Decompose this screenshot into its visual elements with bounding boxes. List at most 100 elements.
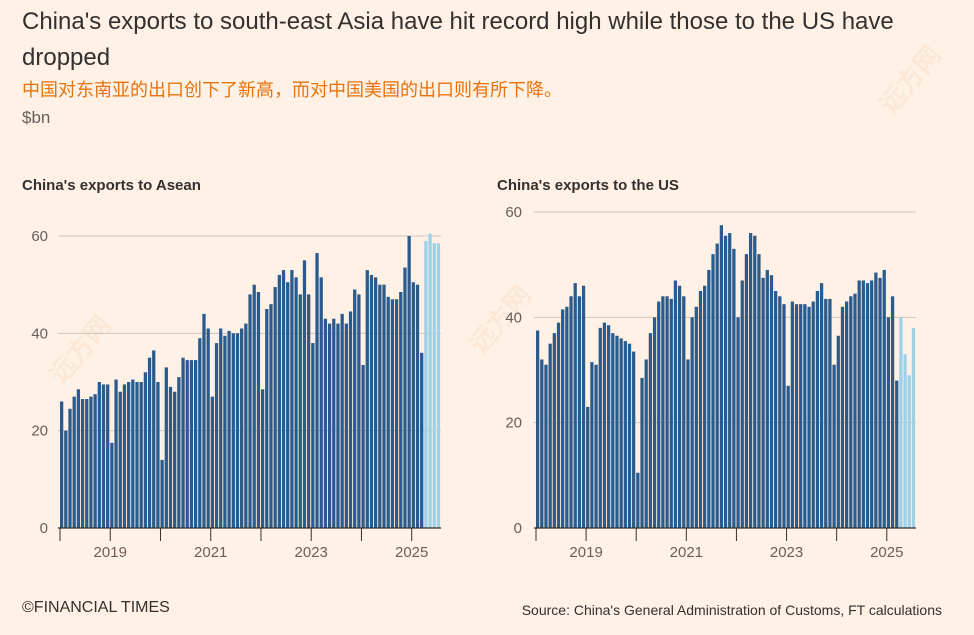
bar: [677, 285, 682, 528]
bar: [311, 343, 315, 528]
bar: [286, 282, 290, 528]
bar: [399, 291, 403, 528]
bar: [143, 372, 148, 528]
bar: [277, 274, 281, 528]
bar: [436, 243, 441, 529]
bar: [778, 296, 782, 528]
bar: [177, 377, 181, 528]
bar: [106, 384, 110, 528]
bar: [590, 362, 594, 528]
bar: [815, 291, 820, 528]
bar: [761, 277, 765, 528]
bar: [147, 357, 152, 528]
bar: [832, 364, 836, 528]
bar: [911, 327, 916, 528]
bar: [382, 284, 386, 528]
bar: [336, 323, 340, 528]
bar: [619, 338, 623, 528]
bar: [135, 382, 139, 528]
bar: [698, 291, 703, 528]
bar: [273, 287, 277, 528]
bar: [807, 306, 811, 528]
bar: [244, 323, 248, 528]
bar: [907, 375, 911, 528]
bar: [719, 225, 723, 529]
bar: [265, 309, 269, 528]
panel-title-asean: China's exports to Asean: [22, 177, 201, 194]
x-tick-label: 2025: [870, 544, 903, 561]
bar: [548, 343, 552, 528]
bar: [870, 280, 874, 528]
bar: [769, 275, 774, 528]
bar: [93, 394, 97, 528]
bar: [307, 294, 311, 528]
bar: [319, 277, 323, 528]
x-tick-label: 2019: [94, 544, 127, 561]
bar: [661, 296, 665, 528]
bar: [611, 333, 615, 528]
chinese-subtitle: 中国对东南亚的出口创下了新高，而对中国美国的出口则有所下降。: [22, 80, 562, 101]
bar: [394, 299, 399, 528]
bar: [790, 301, 794, 528]
bar: [865, 283, 870, 528]
bar: [428, 233, 432, 528]
bar: [407, 236, 411, 528]
bar: [219, 328, 223, 528]
bar: [386, 296, 390, 528]
bar: [126, 382, 131, 528]
bar: [799, 304, 803, 528]
bar: [72, 396, 76, 528]
bar: [874, 272, 878, 528]
bar: [895, 380, 899, 528]
bar: [686, 359, 690, 528]
bar: [615, 335, 619, 528]
bar: [114, 379, 118, 528]
chart-title: China's exports to south-east Asia have …: [22, 8, 894, 71]
bar: [302, 260, 307, 528]
bar: [198, 338, 202, 528]
bar: [173, 391, 177, 528]
bar: [594, 364, 598, 528]
bar: [840, 306, 845, 528]
bar: [652, 317, 657, 528]
bar: [861, 280, 865, 528]
bar: [139, 382, 143, 528]
chart-asean: 0 20 40 60 2019 2021 2023 2025: [31, 228, 441, 561]
panel-title-us: China's exports to the US: [497, 177, 679, 194]
bar: [80, 399, 85, 528]
bar: [294, 277, 298, 528]
bar: [711, 254, 715, 528]
bar: [598, 327, 602, 528]
bar: [586, 406, 590, 528]
bar: [544, 364, 548, 528]
bar: [110, 442, 114, 528]
bar: [235, 333, 240, 528]
bar: [707, 269, 711, 528]
bar: [728, 233, 732, 528]
bar: [185, 360, 189, 528]
bar: [640, 377, 644, 528]
bar: [281, 270, 286, 528]
x-tick-label: 2025: [395, 544, 428, 561]
bar: [202, 313, 206, 528]
bar: [573, 283, 577, 528]
bar: [748, 233, 753, 528]
bar: [623, 341, 627, 528]
bar: [657, 301, 661, 528]
bar: [849, 296, 853, 528]
bar: [602, 322, 607, 528]
ft-credit: ©FINANCIAL TIMES: [22, 599, 170, 616]
x-tick-label: 2023: [770, 544, 803, 561]
bar: [569, 296, 573, 528]
bar: [561, 309, 565, 528]
bar: [374, 277, 378, 528]
bar: [76, 389, 81, 528]
bar: [899, 317, 903, 528]
bar: [240, 328, 244, 528]
bar: [164, 367, 168, 528]
bar: [794, 304, 799, 528]
bar: [715, 243, 719, 528]
bar: [248, 294, 252, 528]
bar: [765, 269, 769, 528]
bar: [181, 357, 185, 528]
